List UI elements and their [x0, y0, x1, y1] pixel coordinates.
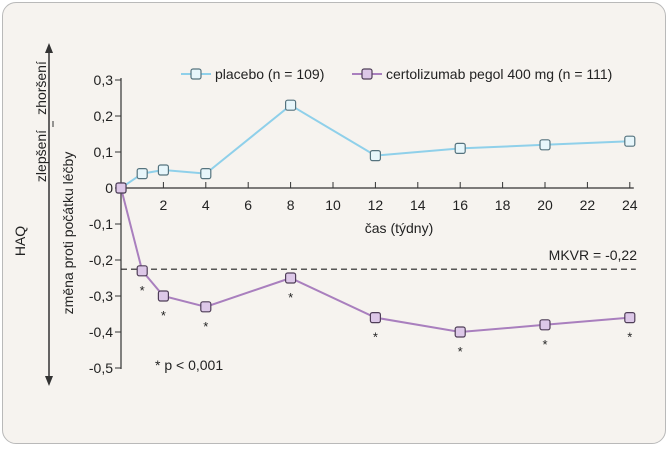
- significance-star: *: [373, 330, 378, 345]
- haq-line-chart: 2 4 6 8 10 12 14 16 18 20 22 240,30,20,10-0,1-0,2-0…: [12, 43, 638, 386]
- data-point-placebo: [157, 164, 169, 176]
- data-point-placebo: [454, 142, 466, 154]
- data-point-certolizumab: [200, 301, 212, 313]
- legend-placebo-label: placebo (n = 109): [215, 66, 324, 82]
- legend: placebo (n = 109) certolizumab pegol 400…: [181, 66, 612, 82]
- x-tick-label: 2: [160, 197, 168, 213]
- y-tick-label: 0,1: [94, 144, 114, 160]
- significance-star: *: [458, 344, 463, 359]
- significance-star: *: [627, 330, 632, 345]
- chart-frame: 2 4 6 8 10 12 14 16 18 20 22 24 0,3 0,2 0,1 0 -0,1 -0,2 -0…: [2, 2, 666, 444]
- data-point-certolizumab: [285, 272, 297, 284]
- data-point-certolizumab: [157, 290, 169, 302]
- x-tick-label: 20: [537, 197, 553, 213]
- x-tick-label: 12: [368, 197, 384, 213]
- y-tick-label: -0,4: [89, 324, 113, 340]
- x-tick-label: 10: [325, 197, 341, 213]
- x-tick-label: 16: [452, 197, 468, 213]
- y-tick-label: -0,3: [89, 288, 113, 304]
- y-tick-label: 0: [105, 180, 113, 196]
- significance-star: *: [161, 308, 166, 323]
- x-axis-label: čas (týdny): [365, 220, 433, 236]
- significance-star: *: [140, 283, 145, 298]
- y-worse-label: zhoršení: [33, 61, 49, 115]
- data-point-placebo: [624, 135, 636, 147]
- y-tick-label: -0,5: [89, 360, 113, 376]
- legend-placebo-swatch: [190, 68, 202, 80]
- x-tick-label: 6: [244, 197, 252, 213]
- data-point-certolizumab: [624, 312, 636, 324]
- reference-line-label: MKVR = -0,22: [549, 247, 638, 263]
- x-tick-label: 4: [202, 197, 210, 213]
- arrow-down-icon: [45, 376, 53, 386]
- x-tick-label: 8: [287, 197, 295, 213]
- data-point-placebo: [285, 99, 297, 111]
- y-better-label: zlepšení: [33, 130, 49, 182]
- data-point-placebo: [539, 139, 551, 151]
- data-point-placebo: [369, 150, 381, 162]
- y-tick-label: -0,1: [89, 216, 113, 232]
- legend-certolizumab-swatch: [361, 68, 373, 80]
- significance-star: *: [542, 337, 547, 352]
- data-point-placebo: [136, 168, 148, 180]
- data-point-certolizumab: [369, 312, 381, 324]
- y-axis-label: změna proti počátku léčby: [60, 152, 76, 315]
- significance-star: *: [203, 319, 208, 334]
- significance-star: *: [288, 290, 293, 305]
- y-tick-label: -0,2: [89, 252, 113, 268]
- data-point-certolizumab: [136, 265, 148, 277]
- series-line-placebo: [120, 103, 630, 189]
- x-tick-label: 14: [410, 197, 426, 213]
- data-point-certolizumab: [115, 182, 127, 194]
- y-group-label: HAQ: [12, 226, 28, 256]
- data-point-certolizumab: [454, 326, 466, 338]
- y-tick-label: 0,2: [94, 108, 114, 124]
- x-tick-label: 24: [622, 197, 638, 213]
- y-tick-label: 0,3: [94, 72, 114, 88]
- legend-certolizumab-label: certolizumab pegol 400 mg (n = 111): [386, 66, 612, 82]
- footnote: * p < 0,001: [155, 357, 223, 373]
- x-tick-label: 18: [495, 197, 511, 213]
- arrow-up-icon: [45, 43, 53, 53]
- data-point-certolizumab: [539, 319, 551, 331]
- data-point-placebo: [200, 168, 212, 180]
- x-tick-label: 22: [580, 197, 596, 213]
